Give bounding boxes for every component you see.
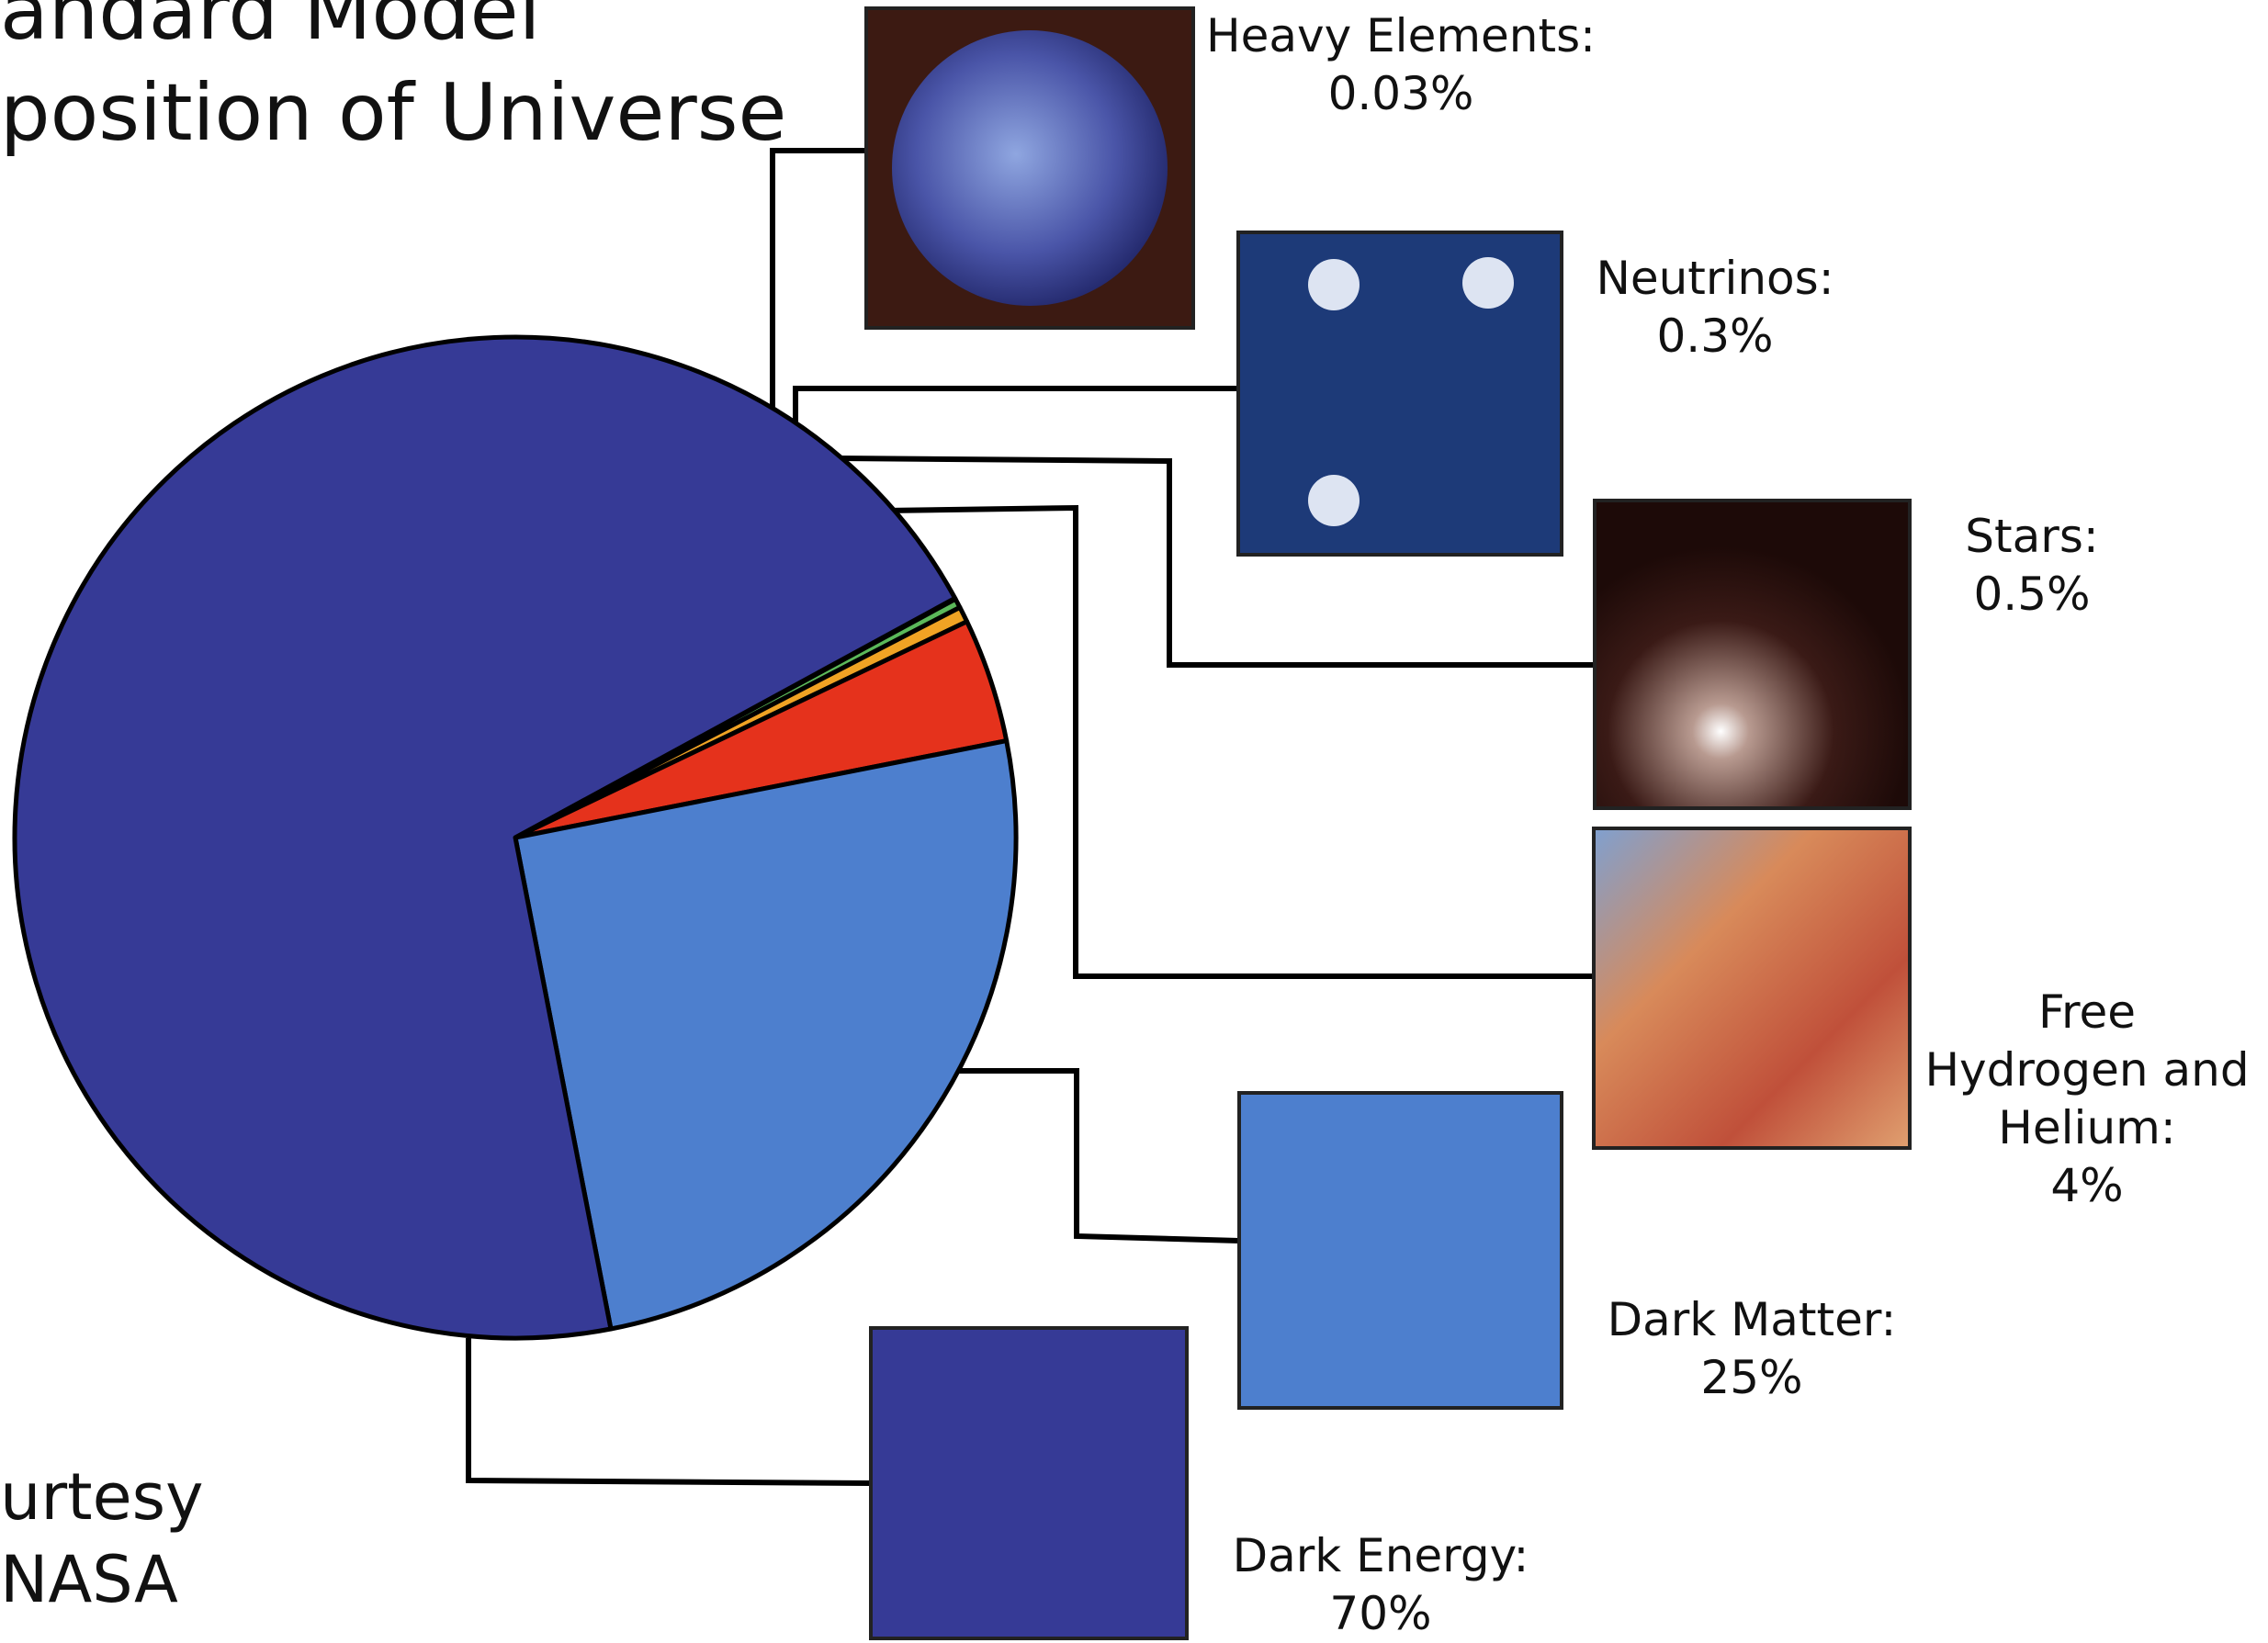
slice-label: Heavy Elements: 0.03% bbox=[1206, 7, 1596, 123]
value-label: 0.03% bbox=[1327, 67, 1474, 120]
stars-box bbox=[1593, 499, 1912, 810]
dark-matter-box bbox=[1237, 1091, 1563, 1410]
category-label: Heavy Elements: bbox=[1206, 9, 1596, 62]
slice-label: Dark Matter: 25% bbox=[1608, 1291, 1897, 1407]
nebula-box bbox=[1592, 827, 1912, 1150]
connector bbox=[885, 504, 1594, 979]
subtitle: position of Universe bbox=[0, 67, 787, 159]
category-label: Dark Energy: bbox=[1232, 1529, 1529, 1582]
earth-image bbox=[892, 30, 1168, 306]
title: andard Model bbox=[0, 0, 541, 58]
category-label: Neutrinos: bbox=[1596, 252, 1834, 305]
neutrino-image bbox=[1308, 475, 1360, 526]
slice-label: Stars: 0.5% bbox=[1965, 508, 2098, 624]
value-label: 25% bbox=[1700, 1351, 1803, 1404]
category-label: Dark Matter: bbox=[1607, 1293, 1897, 1346]
pie-slice bbox=[513, 738, 1019, 1332]
connectors bbox=[466, 148, 1595, 1486]
value-label: 0.5% bbox=[1973, 568, 2091, 621]
slice-label: Dark Energy: 70% bbox=[1233, 1527, 1529, 1643]
dark-energy-box bbox=[869, 1326, 1189, 1640]
annotation: urtesy bbox=[0, 1459, 204, 1535]
neutrino-image bbox=[1308, 259, 1360, 310]
slice-label: Neutrinos: 0.3% bbox=[1596, 250, 1834, 366]
pie-slice bbox=[12, 334, 958, 1341]
connector bbox=[793, 386, 1238, 428]
connector bbox=[838, 456, 1595, 668]
pie bbox=[12, 334, 1019, 1341]
category-label: Free Hydrogen and Helium: bbox=[1924, 985, 2250, 1154]
slice-label: Free Hydrogen and Helium: 4% bbox=[1922, 984, 2252, 1215]
connector bbox=[770, 148, 866, 421]
picture-boxes bbox=[864, 6, 1912, 1640]
value-label: 0.3% bbox=[1656, 309, 1774, 363]
neutrino-image bbox=[1462, 257, 1514, 309]
value-label: 70% bbox=[1329, 1587, 1432, 1640]
category-label: Stars: bbox=[1965, 510, 2099, 563]
connector bbox=[958, 1068, 1240, 1244]
connector bbox=[466, 1338, 872, 1486]
value-label: 4% bbox=[2050, 1159, 2124, 1212]
annotation: NASA bbox=[0, 1542, 178, 1617]
